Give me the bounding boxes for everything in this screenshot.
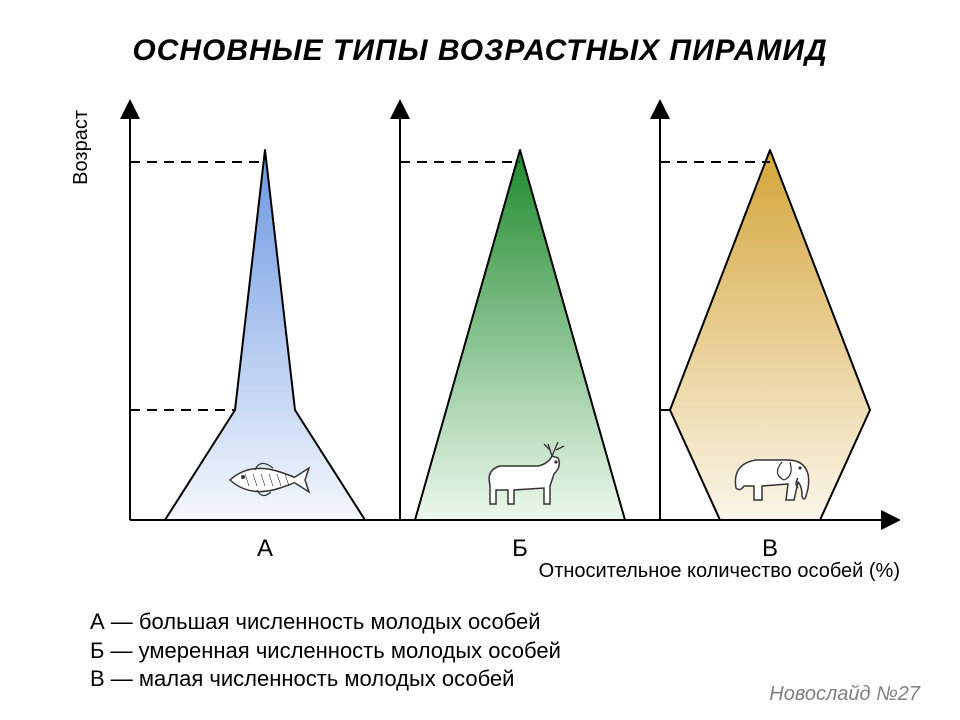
pyramid-label-c: В <box>755 535 785 563</box>
slide-number: Новослайд №27 <box>769 683 920 706</box>
legend-key: В <box>90 666 105 691</box>
pyramid-label-b: Б <box>505 535 535 563</box>
legend-row: Б — умеренная численность молодых особей <box>90 637 561 666</box>
legend-row: В — малая численность молодых особей <box>90 665 561 694</box>
legend: А — большая численность молодых особей Б… <box>90 608 561 694</box>
legend-sep: — <box>105 666 139 691</box>
legend-key: Б <box>90 638 104 663</box>
pyramid-shape-a <box>165 150 365 520</box>
legend-text: большая численность молодых особей <box>139 609 541 634</box>
pyramid-shape-b <box>415 150 625 520</box>
chart-area: Возраст А Б В Относительное количество о… <box>80 90 900 560</box>
pyramid-label-a: А <box>250 535 280 563</box>
pyramids-chart <box>80 90 900 560</box>
slide-page: ОСНОВНЫЕ ТИПЫ ВОЗРАСТНЫХ ПИРАМИД Возраст… <box>0 0 960 720</box>
legend-row: А — большая численность молодых особей <box>90 608 561 637</box>
legend-sep: — <box>105 609 139 634</box>
x-axis-label: Относительное количество особей (%) <box>400 560 900 583</box>
legend-text: малая численность молодых особей <box>139 666 515 691</box>
y-axis-label: Возраст <box>70 110 93 185</box>
legend-text: умеренная численность молодых особей <box>139 638 561 663</box>
slide-title: ОСНОВНЫЕ ТИПЫ ВОЗРАСТНЫХ ПИРАМИД <box>0 34 960 68</box>
legend-key: А <box>90 609 105 634</box>
legend-sep: — <box>104 638 138 663</box>
